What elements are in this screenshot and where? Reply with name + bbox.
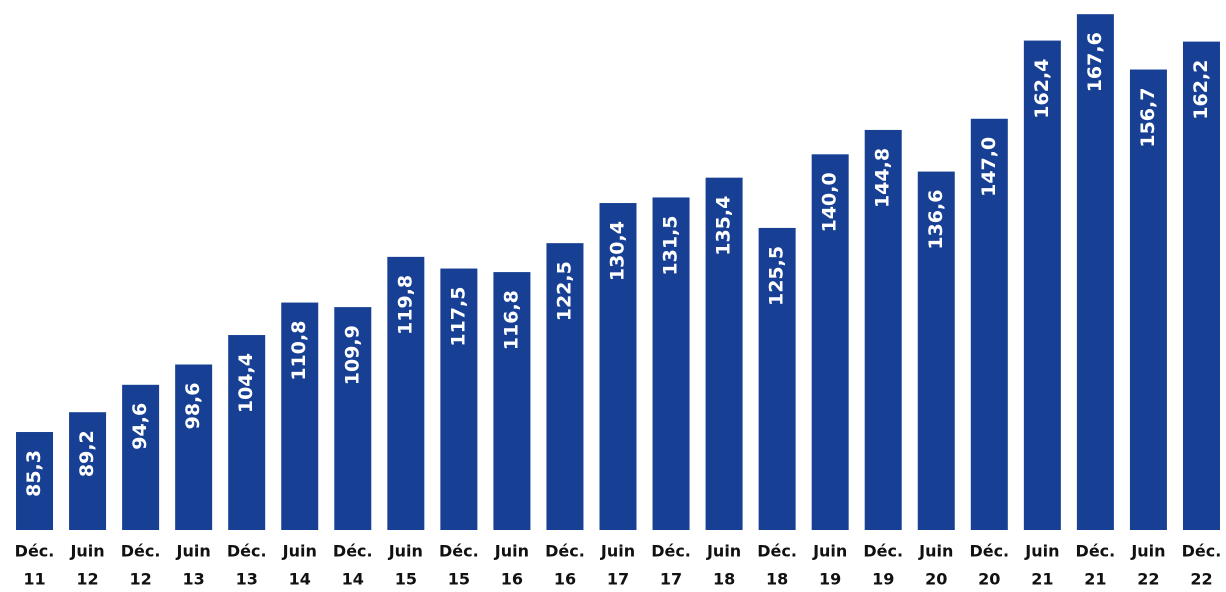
bar — [493, 272, 531, 530]
x-tick-label: Juin — [282, 542, 317, 561]
x-tick-label: 15 — [448, 570, 470, 589]
value-label: 131,5 — [660, 215, 682, 275]
x-tick-label: 14 — [289, 570, 311, 589]
x-tick-label: Déc. — [863, 542, 903, 561]
value-label: 122,5 — [553, 261, 575, 321]
bar — [1182, 41, 1220, 530]
value-label: 85,3 — [23, 450, 45, 497]
value-label: 117,5 — [447, 287, 469, 347]
bar — [546, 243, 584, 530]
x-tick-label: Déc. — [439, 542, 479, 561]
x-tick-label: 11 — [23, 570, 45, 589]
value-label: 135,4 — [713, 196, 735, 256]
x-tick-label: 17 — [607, 570, 629, 589]
value-label: 116,8 — [500, 290, 522, 350]
x-tick-label: Déc. — [969, 542, 1009, 561]
x-tick-label: 13 — [183, 570, 205, 589]
x-tick-label: Déc. — [227, 542, 267, 561]
bar — [69, 412, 107, 530]
bar — [705, 177, 743, 530]
x-tick-label: Juin — [706, 542, 741, 561]
x-tick-label: Déc. — [15, 542, 55, 561]
x-tick-label: Juin — [176, 542, 211, 561]
value-label: 130,4 — [607, 221, 629, 281]
bar — [970, 118, 1008, 531]
x-tick-label: 21 — [1031, 570, 1053, 589]
x-tick-label: Déc. — [121, 542, 161, 561]
bar — [917, 171, 955, 531]
x-tick-label: Déc. — [545, 542, 585, 561]
value-label: 162,2 — [1190, 60, 1212, 120]
x-tick-label: 19 — [872, 570, 894, 589]
x-tick-label: Juin — [1024, 542, 1059, 561]
value-label: 144,8 — [872, 148, 894, 208]
x-tick-label: 15 — [395, 570, 417, 589]
value-label: 156,7 — [1137, 88, 1159, 148]
x-tick-label: 19 — [819, 570, 841, 589]
value-label: 136,6 — [925, 190, 947, 250]
x-tick-label: 18 — [766, 570, 788, 589]
value-label: 98,6 — [182, 382, 204, 429]
bar — [1076, 14, 1114, 530]
x-tick-label: Déc. — [1076, 542, 1116, 561]
value-label: 140,0 — [819, 172, 841, 232]
x-tick-label: Juin — [69, 542, 104, 561]
value-label: 119,8 — [394, 275, 416, 335]
value-label: 104,4 — [235, 353, 257, 413]
bar — [122, 384, 160, 530]
x-tick-label: 17 — [660, 570, 682, 589]
x-tick-label: 21 — [1084, 570, 1106, 589]
x-tick-label: Déc. — [757, 542, 797, 561]
bar — [1129, 69, 1167, 531]
value-label: 125,5 — [766, 246, 788, 306]
value-label: 94,6 — [129, 403, 151, 450]
x-tick-label: Déc. — [1182, 542, 1222, 561]
bar — [281, 302, 319, 530]
bar — [599, 203, 637, 531]
x-tick-label: 16 — [501, 570, 523, 589]
value-label: 110,8 — [288, 321, 310, 381]
x-tick-label: Juin — [812, 542, 847, 561]
bar — [228, 335, 266, 530]
bar — [16, 432, 54, 530]
value-label: 167,6 — [1084, 32, 1106, 92]
value-label: 89,2 — [76, 430, 98, 477]
x-tick-label: Juin — [918, 542, 953, 561]
x-tick-label: 20 — [978, 570, 1000, 589]
bar — [440, 268, 478, 530]
value-label: 147,0 — [978, 137, 1000, 197]
x-tick-label: 18 — [713, 570, 735, 589]
x-tick-label: 20 — [925, 570, 947, 589]
x-tick-label: 13 — [236, 570, 258, 589]
bar — [175, 364, 213, 530]
x-tick-label: Déc. — [651, 542, 691, 561]
bar — [1023, 40, 1061, 530]
x-tick-label: 14 — [342, 570, 364, 589]
x-tick-label: Déc. — [333, 542, 373, 561]
value-label: 162,4 — [1031, 59, 1053, 119]
x-tick-label: Juin — [1130, 542, 1165, 561]
bar — [387, 256, 425, 530]
bar — [758, 227, 796, 530]
bar — [811, 154, 849, 531]
x-tick-label: 22 — [1137, 570, 1159, 589]
x-tick-label: Juin — [600, 542, 635, 561]
bar — [334, 307, 372, 530]
bar — [652, 197, 690, 530]
x-tick-label: 16 — [554, 570, 576, 589]
x-tick-label: 12 — [129, 570, 151, 589]
x-tick-label: 22 — [1190, 570, 1212, 589]
bar — [864, 129, 902, 530]
x-tick-label: Juin — [388, 542, 423, 561]
x-tick-label: 12 — [76, 570, 98, 589]
x-tick-label: Juin — [494, 542, 529, 561]
value-label: 109,9 — [341, 325, 363, 385]
